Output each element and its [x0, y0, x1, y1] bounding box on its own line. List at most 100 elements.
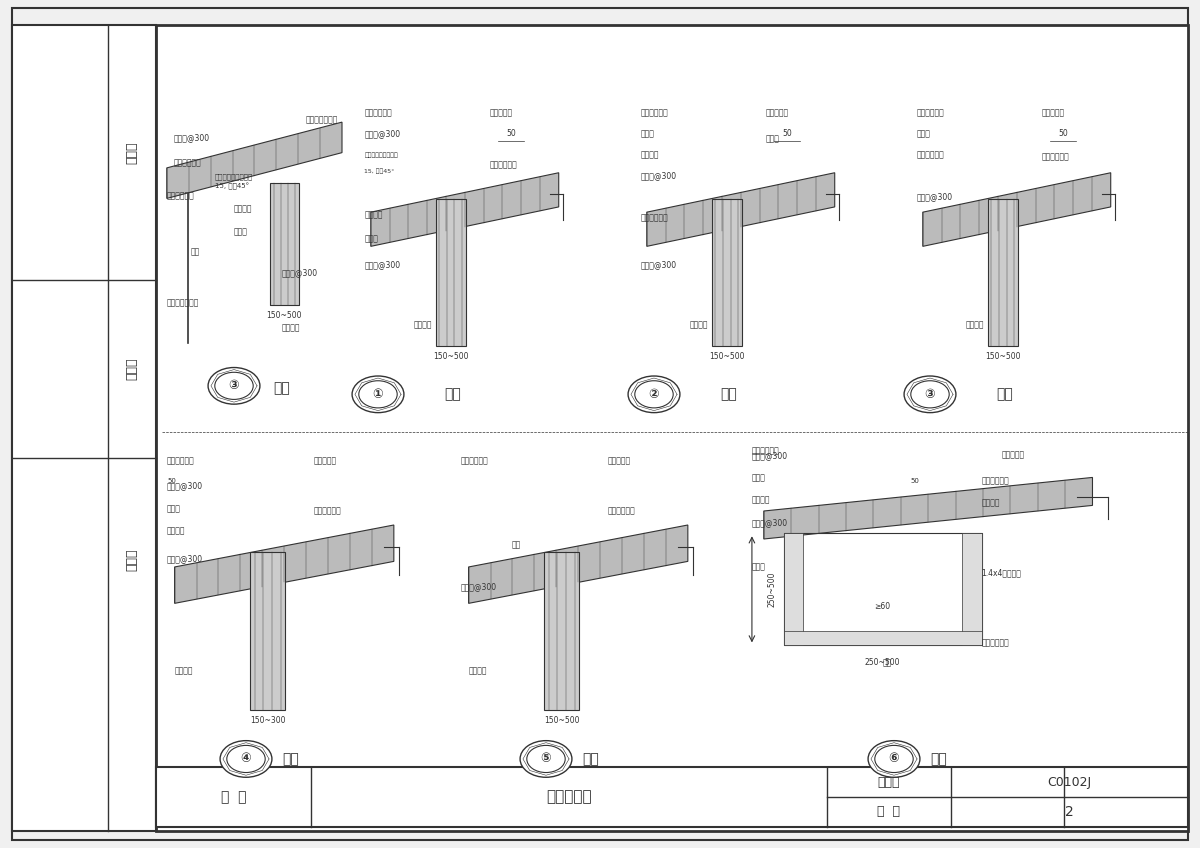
- Text: 槽铝: 槽铝: [511, 540, 521, 550]
- Text: 檐口: 檐口: [996, 388, 1013, 401]
- Text: 角铝或彩板角: 角铝或彩板角: [1042, 153, 1069, 162]
- Circle shape: [359, 381, 397, 408]
- Circle shape: [208, 367, 260, 404]
- Text: ⑤: ⑤: [541, 752, 551, 766]
- Text: 拉铆钉@300: 拉铆钉@300: [752, 451, 788, 460]
- Text: 彩钢防水扣槽: 彩钢防水扣槽: [365, 108, 392, 117]
- Text: ⑥: ⑥: [889, 752, 899, 766]
- Text: 夹芯板上层钢板边线: 夹芯板上层钢板边线: [365, 153, 398, 158]
- Text: 彩钢墙板: 彩钢墙板: [982, 499, 1000, 507]
- Polygon shape: [647, 173, 835, 247]
- Text: 拉铆钉@300: 拉铆钉@300: [641, 171, 677, 180]
- Text: 150~500: 150~500: [433, 352, 468, 361]
- Text: 角条: 角条: [191, 248, 200, 256]
- Text: 彩钢墙板: 彩钢墙板: [469, 667, 487, 675]
- Text: 150~500: 150~500: [544, 716, 580, 725]
- Text: 拉铆钉@300: 拉铆钉@300: [167, 482, 203, 491]
- Text: 彩钢屋面板: 彩钢屋面板: [766, 108, 788, 117]
- Text: 有滴水: 有滴水: [365, 234, 378, 243]
- Text: 拉铆钉@300: 拉铆钉@300: [167, 555, 203, 563]
- Text: 墙面彩钢压型板: 墙面彩钢压型板: [167, 298, 199, 307]
- Text: 彩钢防水扣槽: 彩钢防水扣槽: [461, 456, 488, 466]
- Text: 彩钢防水扣槽: 彩钢防水扣槽: [752, 447, 780, 455]
- Text: 角铝或彩板角: 角铝或彩板角: [982, 476, 1009, 485]
- Text: 150~500: 150~500: [709, 352, 744, 361]
- Text: 屋面挑檐口: 屋面挑檐口: [546, 789, 592, 805]
- Text: 彩钢防水扣槽: 彩钢防水扣槽: [167, 456, 194, 466]
- Text: 檐口: 檐口: [282, 752, 299, 766]
- Text: 150~500: 150~500: [266, 311, 302, 321]
- Text: 审定人: 审定人: [126, 142, 138, 164]
- Text: 彩钢屋面板: 彩钢屋面板: [607, 456, 630, 466]
- Text: 角板封槽: 角板封槽: [234, 204, 252, 213]
- Text: 拉铆钉@300: 拉铆钉@300: [365, 260, 401, 270]
- Text: 檐口: 檐口: [930, 752, 947, 766]
- Polygon shape: [167, 122, 342, 198]
- Text: 页  次: 页 次: [877, 806, 900, 818]
- Bar: [712, 198, 742, 346]
- Text: 50: 50: [911, 478, 919, 484]
- Text: 150~300: 150~300: [250, 716, 286, 725]
- Text: 彩钢屋面板: 彩钢屋面板: [1001, 451, 1025, 460]
- Text: 夹芯板上层钢板边线: 夹芯板上层钢板边线: [215, 173, 253, 180]
- Text: 250~500: 250~500: [768, 572, 776, 607]
- Circle shape: [635, 381, 673, 408]
- Circle shape: [220, 740, 272, 778]
- Circle shape: [904, 376, 956, 413]
- Polygon shape: [469, 525, 688, 604]
- Text: 檐口: 檐口: [274, 382, 290, 395]
- Text: 15, 下折45°: 15, 下折45°: [365, 168, 395, 174]
- Circle shape: [868, 740, 920, 778]
- Text: 檐口: 檐口: [720, 388, 737, 401]
- Text: 250~500: 250~500: [865, 658, 900, 667]
- Text: 1.4x4角钢支架: 1.4x4角钢支架: [982, 568, 1021, 577]
- Text: 50: 50: [1058, 129, 1068, 138]
- Text: 彩板封槽: 彩板封槽: [167, 527, 186, 535]
- Text: 图集号: 图集号: [877, 776, 900, 789]
- Bar: [156, 25, 1188, 831]
- Text: 自攻自钻螺钉: 自攻自钻螺钉: [167, 192, 194, 200]
- Polygon shape: [175, 525, 394, 604]
- Text: 彩钢防水扣槽: 彩钢防水扣槽: [641, 108, 668, 117]
- Bar: [784, 631, 982, 645]
- Circle shape: [520, 740, 572, 778]
- Text: 校核人: 校核人: [126, 358, 138, 380]
- Text: 彩钢防水扣槽: 彩钢防水扣槽: [917, 108, 944, 117]
- Text: 有滴木: 有滴木: [766, 134, 780, 143]
- Polygon shape: [371, 173, 559, 247]
- Text: ③: ③: [229, 379, 239, 393]
- Text: 彩板: 彩板: [883, 658, 892, 667]
- Text: 檐口: 檐口: [582, 752, 599, 766]
- Text: 图  名: 图 名: [221, 790, 246, 804]
- Text: 彩钢屋面板: 彩钢屋面板: [1042, 108, 1064, 117]
- Polygon shape: [763, 477, 1092, 539]
- Bar: [545, 553, 580, 710]
- Text: 彩钢墙板: 彩钢墙板: [966, 321, 984, 330]
- Text: 角板封槽: 角板封槽: [365, 210, 383, 220]
- Text: 拉铆钉@300: 拉铆钉@300: [641, 260, 677, 270]
- Circle shape: [215, 372, 253, 399]
- Text: ④: ④: [241, 752, 251, 766]
- Circle shape: [628, 376, 680, 413]
- Text: 密封胶: 密封胶: [917, 129, 930, 138]
- Text: 檐口: 檐口: [444, 388, 461, 401]
- Polygon shape: [923, 173, 1111, 247]
- Text: 拉铆钉@300: 拉铆钉@300: [282, 268, 318, 276]
- Text: 角铝或彩板角: 角铝或彩板角: [313, 507, 341, 516]
- Text: 彩钢墙板: 彩钢墙板: [414, 321, 432, 330]
- Text: 彩钢屋面板: 彩钢屋面板: [313, 456, 336, 466]
- Text: 彩钢墙板: 彩钢墙板: [175, 667, 193, 675]
- Bar: [436, 198, 466, 346]
- Text: ③: ③: [925, 388, 935, 401]
- Text: 50: 50: [506, 129, 516, 138]
- Text: 有滴水: 有滴水: [234, 227, 248, 236]
- Bar: [12, 25, 156, 831]
- Text: 拉铆钉@300: 拉铆钉@300: [917, 192, 953, 201]
- Bar: [270, 183, 299, 305]
- Text: ②: ②: [649, 388, 659, 401]
- Text: 150~500: 150~500: [985, 352, 1020, 361]
- Text: 彩板封槽: 彩板封槽: [641, 150, 659, 159]
- Text: 拉铆钉@300: 拉铆钉@300: [174, 133, 210, 142]
- Text: 屋面彩钢压型板: 屋面彩钢压型板: [306, 115, 338, 124]
- Text: 密封胶: 密封胶: [752, 563, 766, 572]
